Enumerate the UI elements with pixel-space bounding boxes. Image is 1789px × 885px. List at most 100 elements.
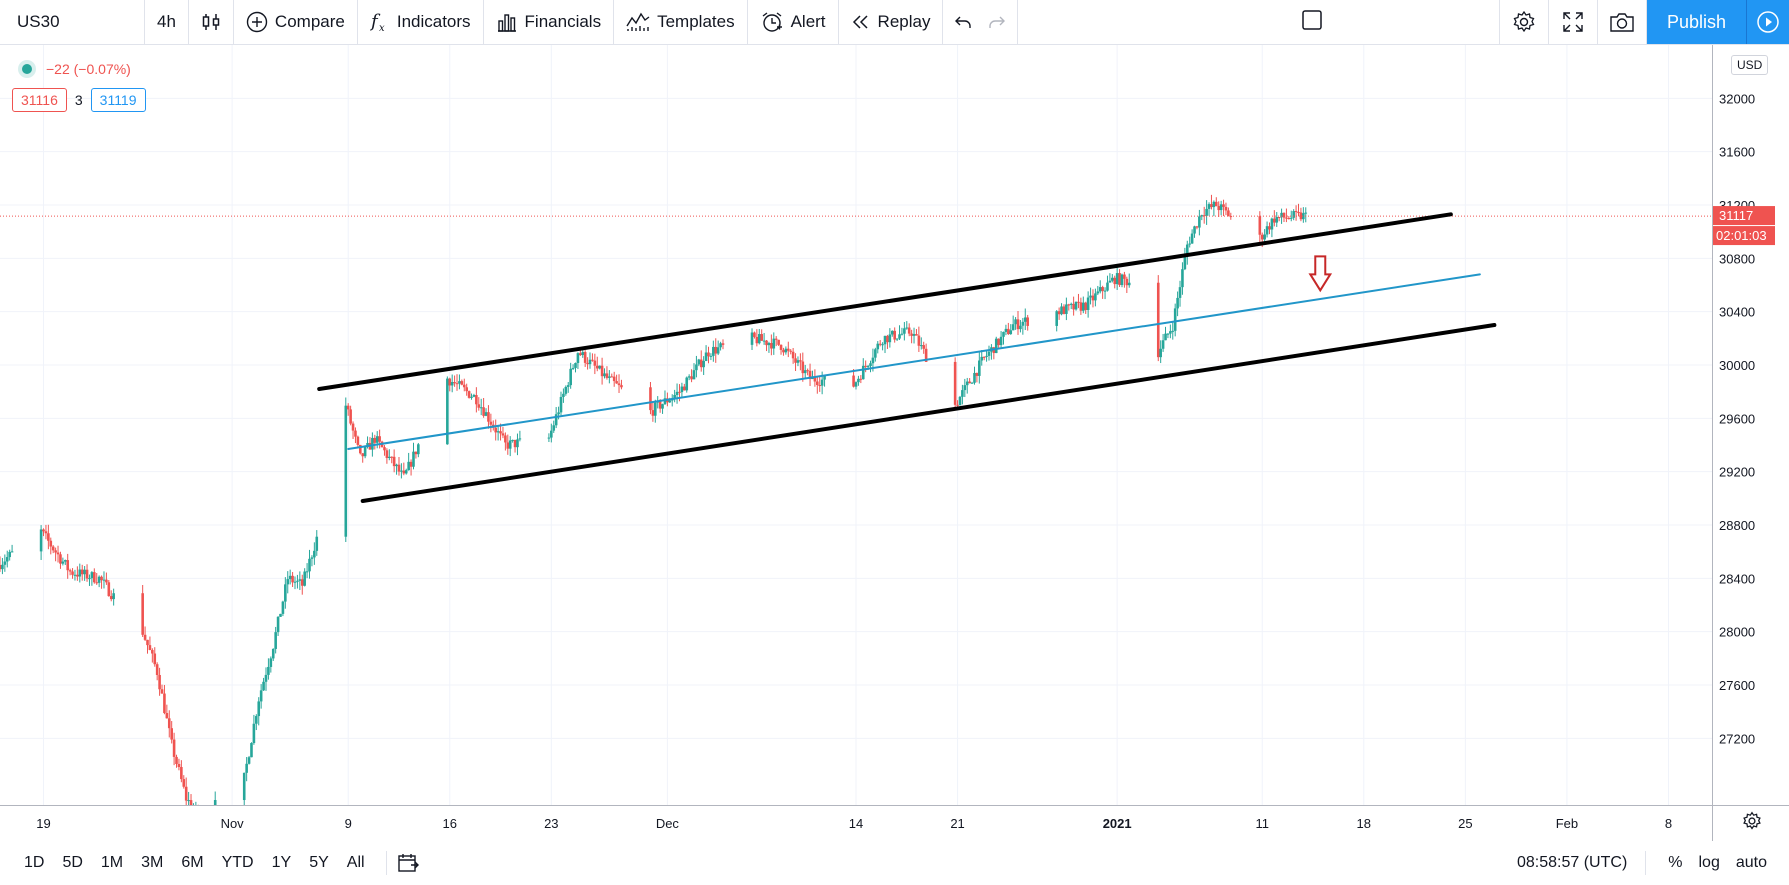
chart-type-button[interactable] — [189, 0, 234, 44]
financials-button[interactable]: Financials — [484, 0, 615, 44]
candle-body — [1285, 217, 1288, 219]
candle-body — [1212, 201, 1216, 208]
candle-body — [10, 551, 14, 553]
time-tick-label: Feb — [1556, 816, 1578, 831]
range-ytd[interactable]: YTD — [221, 854, 254, 871]
utc-clock[interactable]: 08:58:57 (UTC) — [1517, 851, 1647, 875]
candle-body — [978, 360, 981, 376]
candle-body — [1065, 304, 1068, 314]
candle-body — [141, 593, 144, 635]
sell-price-button[interactable]: 31116 — [12, 88, 67, 112]
candle-body — [1089, 295, 1092, 298]
candle-body — [1098, 287, 1102, 292]
compare-button[interactable]: Compare — [234, 0, 358, 44]
candle-body — [750, 332, 754, 345]
templates-button[interactable]: Templates — [614, 0, 748, 44]
channel-upper-line[interactable] — [317, 212, 1453, 391]
candle-body — [598, 365, 601, 369]
candle-body — [59, 554, 62, 564]
candle-body — [375, 436, 379, 443]
price-chart[interactable] — [0, 45, 1712, 826]
snapshot-button[interactable] — [1598, 0, 1647, 44]
candle-body — [1002, 331, 1005, 337]
buy-price-button[interactable]: 31119 — [90, 88, 146, 112]
candle-body — [148, 645, 152, 651]
time-tick-label: 19 — [36, 816, 50, 831]
candle-body — [871, 357, 875, 364]
range-1y[interactable]: 1Y — [271, 854, 292, 871]
range-3m[interactable]: 3M — [141, 854, 164, 871]
candle-body — [151, 650, 154, 654]
candle-body — [1164, 333, 1167, 341]
candle-body — [1273, 218, 1276, 223]
publish-video-button[interactable] — [1747, 0, 1789, 44]
goto-date-icon[interactable] — [397, 853, 419, 873]
time-tick-label: 9 — [345, 816, 352, 831]
candle-body — [482, 407, 485, 416]
candle-body — [924, 348, 928, 362]
candle-body — [288, 575, 292, 580]
range-1m[interactable]: 1M — [100, 854, 124, 871]
undo-icon[interactable] — [953, 13, 973, 31]
log-toggle[interactable]: log — [1698, 854, 1720, 871]
candle-body — [709, 355, 713, 357]
range-1d[interactable]: 1D — [24, 854, 45, 871]
percent-toggle[interactable]: % — [1668, 854, 1683, 871]
price-axis[interactable]: 32000 31600 31200 30800 30400 30000 29600 29200… — [1712, 45, 1789, 805]
candle-body — [458, 381, 461, 384]
replay-button[interactable]: Replay — [839, 0, 944, 44]
redo-icon[interactable] — [987, 13, 1007, 31]
candle-body — [39, 529, 43, 552]
drawings-layer[interactable] — [317, 212, 1497, 503]
time-tick-label: Nov — [221, 816, 245, 831]
publish-button[interactable]: Publish — [1647, 0, 1747, 44]
range-all[interactable]: All — [346, 854, 365, 871]
candle-body — [1159, 348, 1162, 358]
candle-body — [615, 381, 618, 384]
candle-body — [363, 446, 367, 457]
candle-body — [1096, 291, 1100, 294]
candle-body — [518, 438, 522, 440]
candle-body — [552, 425, 556, 431]
down-arrow-icon[interactable] — [1308, 255, 1333, 293]
chart-pane[interactable] — [0, 45, 1712, 826]
candle-body — [1081, 302, 1085, 311]
channel-mid-line[interactable] — [347, 273, 1481, 450]
layout-square-icon[interactable] — [1301, 9, 1323, 36]
candle-body — [513, 439, 517, 448]
candle-body — [1183, 255, 1187, 270]
auto-toggle[interactable]: auto — [1735, 854, 1767, 871]
channel-lower-line[interactable] — [360, 323, 1497, 503]
symbol-search[interactable]: US30 — [0, 0, 145, 44]
fullscreen-button[interactable] — [1549, 0, 1598, 44]
axis-settings-button[interactable] — [1712, 805, 1789, 841]
candle-body — [1190, 233, 1194, 244]
candle-body — [293, 581, 297, 583]
candle-body — [1, 564, 4, 570]
candle-body — [315, 536, 319, 551]
time-axis[interactable]: 19 Nov 9 16 23 Dec 14 21 2021 11 18 25 Feb 8 — [0, 805, 1712, 841]
candle-body — [869, 363, 872, 367]
candle-body — [1304, 212, 1308, 214]
currency-badge[interactable]: USD — [1731, 55, 1769, 75]
candle-body — [155, 664, 159, 675]
candle-body — [668, 400, 672, 403]
range-5d[interactable]: 5D — [62, 854, 83, 871]
candle-body — [284, 584, 287, 602]
candle-body — [1219, 204, 1223, 211]
candle-body — [1268, 226, 1271, 230]
candle-body — [358, 444, 362, 454]
candle-body — [516, 439, 519, 448]
candle-body — [296, 580, 299, 582]
candle-body — [1019, 325, 1022, 330]
range-6m[interactable]: 6M — [181, 854, 204, 871]
alert-button[interactable]: Alert — [748, 0, 839, 44]
range-5y[interactable]: 5Y — [309, 854, 329, 871]
candle-body — [8, 551, 11, 558]
time-axis-labels: 19 Nov 9 16 23 Dec 14 21 2021 11 18 25 Feb 8 — [36, 816, 1672, 831]
interval-selector[interactable]: 4h — [145, 0, 189, 44]
settings-button[interactable] — [1500, 0, 1549, 44]
candle-body — [501, 433, 505, 436]
candle-body — [460, 381, 464, 385]
